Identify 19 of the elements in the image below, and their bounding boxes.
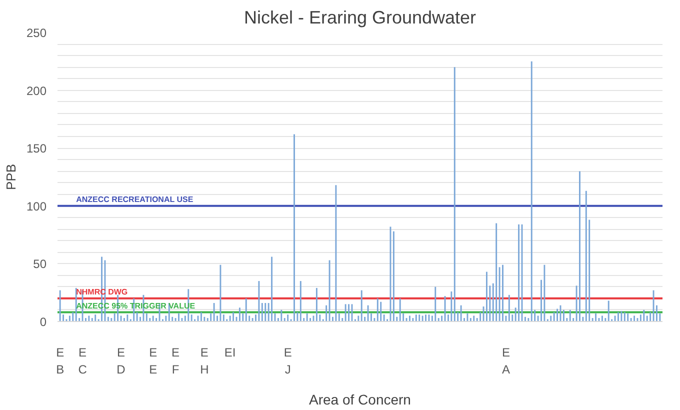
chart-title: Nickel - Eraring Groundwater [244,8,476,28]
x-tick-label: E D [116,346,126,376]
x-axis-title: Area of Concern [309,391,411,408]
y-tick-label: 200 [26,84,47,98]
y-tick-label: 100 [26,199,47,214]
x-tick-label: E H [200,346,209,376]
ref-line-label: ANZECC RECREATIONAL USE [76,194,194,204]
y-tick-label: 250 [26,26,47,40]
y-tick-label: 0 [40,315,47,329]
x-tick-label: E B [56,346,64,376]
y-tick-label: 150 [26,142,47,156]
x-tick-label: E E [149,346,158,376]
x-tick-label: EI [224,346,236,360]
x-tick-label: E J [284,346,292,376]
x-tick-label: E C [78,346,88,376]
y-axis-title: PPB [3,164,18,190]
x-tick-label: E F [172,346,180,376]
y-tick-label: 50 [33,257,47,272]
x-tick-label: E A [502,346,510,376]
